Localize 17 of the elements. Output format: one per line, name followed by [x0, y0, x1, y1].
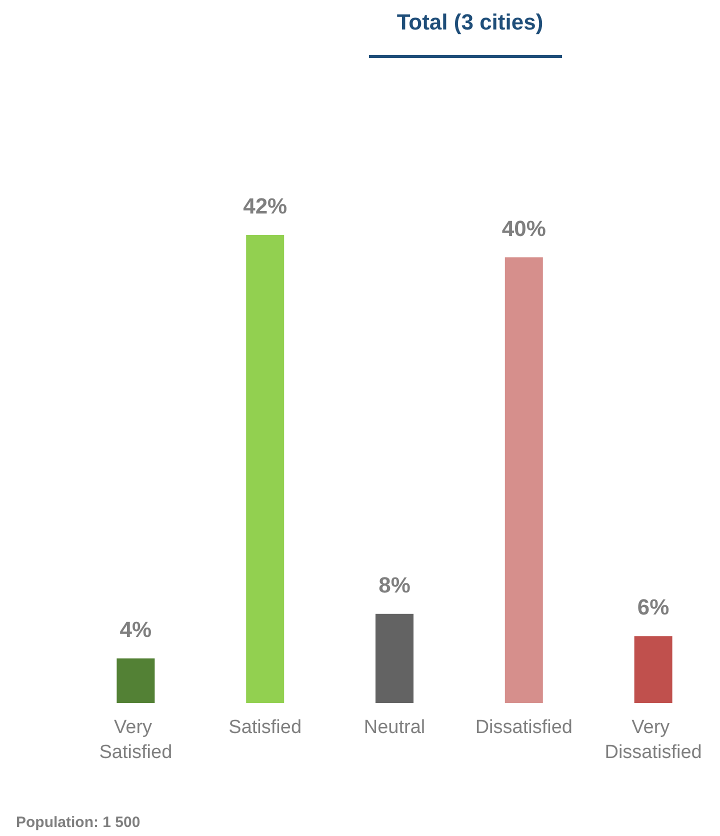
x-tick-label: Very Dissatisfied — [604, 717, 702, 763]
chart-title: Total (3 cities) — [396, 10, 544, 34]
bar — [634, 636, 672, 703]
x-tick-label: Dissatisfied — [475, 717, 572, 738]
data-label: 8% — [378, 572, 410, 598]
bar — [116, 658, 155, 703]
bar — [246, 235, 284, 703]
data-label: 6% — [637, 594, 670, 620]
x-tick-label: Neutral — [364, 717, 426, 738]
text: Population: 1 500 — [16, 814, 140, 831]
data-label: 42% — [243, 194, 288, 218]
x-tick-label: Very Satisfied — [99, 717, 172, 763]
data-label: 40% — [502, 216, 546, 241]
data-label: 4% — [120, 616, 152, 642]
bar — [376, 614, 414, 703]
bar — [504, 257, 543, 703]
x-tick-label: Satisfied — [228, 717, 302, 738]
